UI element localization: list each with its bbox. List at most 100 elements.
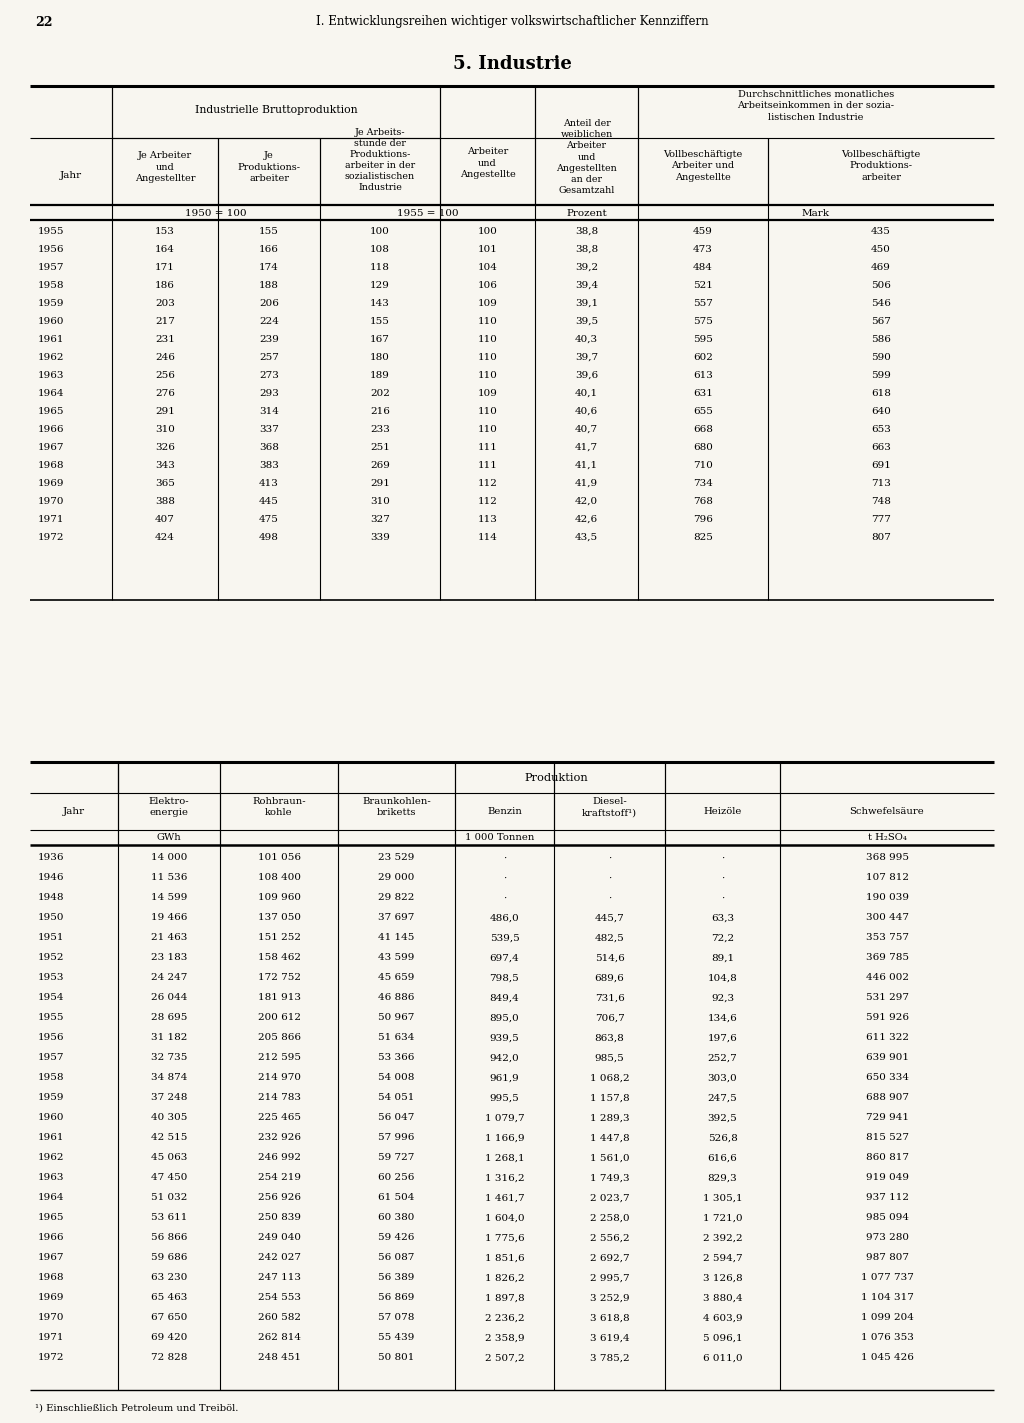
Text: 118: 118 [370,262,390,272]
Text: 110: 110 [477,334,498,343]
Text: 22: 22 [35,16,52,28]
Text: 688 907: 688 907 [865,1093,908,1103]
Text: 60 380: 60 380 [378,1214,415,1222]
Text: 796: 796 [693,515,713,524]
Text: 40 305: 40 305 [151,1114,187,1123]
Text: 2 507,2: 2 507,2 [484,1353,524,1362]
Text: 251: 251 [370,443,390,451]
Text: 937 112: 937 112 [865,1194,908,1202]
Text: 67 650: 67 650 [151,1313,187,1322]
Text: 43,5: 43,5 [574,532,598,542]
Text: 41,1: 41,1 [574,461,598,470]
Text: 72,2: 72,2 [711,933,734,942]
Text: 1948: 1948 [38,894,65,902]
Text: 202: 202 [370,388,390,397]
Text: 291: 291 [155,407,175,416]
Text: 2 692,7: 2 692,7 [590,1254,630,1262]
Text: 1962: 1962 [38,353,65,361]
Text: 343: 343 [155,461,175,470]
Text: 413: 413 [259,478,279,488]
Text: Je
Produktions-
arbeiter: Je Produktions- arbeiter [238,151,300,182]
Text: 863,8: 863,8 [595,1033,625,1043]
Text: 599: 599 [871,370,891,380]
Text: 1968: 1968 [38,1274,65,1282]
Text: 269: 269 [370,461,390,470]
Text: 256: 256 [155,370,175,380]
Text: 107 812: 107 812 [865,874,908,882]
Text: 38,8: 38,8 [574,226,598,235]
Text: Je Arbeiter
und
Angestellter: Je Arbeiter und Angestellter [135,151,196,182]
Text: Jahr: Jahr [60,171,82,179]
Text: 51 032: 51 032 [151,1194,187,1202]
Text: 1967: 1967 [38,1254,65,1262]
Text: 59 727: 59 727 [378,1154,415,1163]
Text: 2 556,2: 2 556,2 [590,1234,630,1242]
Text: Benzin: Benzin [487,807,522,815]
Text: 2 236,2: 2 236,2 [484,1313,524,1322]
Text: 189: 189 [370,370,390,380]
Text: 225 465: 225 465 [257,1114,300,1123]
Text: t H₂SO₄: t H₂SO₄ [867,834,906,842]
Text: 256 926: 256 926 [257,1194,300,1202]
Text: 59 426: 59 426 [378,1234,415,1242]
Text: 104,8: 104,8 [708,973,737,982]
Text: 254 219: 254 219 [257,1174,300,1183]
Text: 653: 653 [871,424,891,434]
Text: 860 817: 860 817 [865,1154,908,1163]
Text: 46 886: 46 886 [378,993,415,1002]
Text: Diesel-
kraftstoff¹): Diesel- kraftstoff¹) [582,797,637,817]
Text: 23 529: 23 529 [378,854,415,862]
Text: Industrielle Bruttoproduktion: Industrielle Bruttoproduktion [195,105,357,115]
Text: 1959: 1959 [38,299,65,307]
Text: 137 050: 137 050 [257,914,300,922]
Text: 254 553: 254 553 [257,1294,300,1302]
Text: 55 439: 55 439 [378,1333,415,1342]
Text: Rohbraun-
kohle: Rohbraun- kohle [252,797,306,817]
Text: 39,6: 39,6 [574,370,598,380]
Text: 616,6: 616,6 [708,1154,737,1163]
Text: 257: 257 [259,353,279,361]
Text: 155: 155 [259,226,279,235]
Text: 1 099 204: 1 099 204 [860,1313,913,1322]
Text: 164: 164 [155,245,175,253]
Text: 368: 368 [259,443,279,451]
Text: 388: 388 [155,497,175,505]
Text: ·: · [608,894,611,902]
Text: 2 594,7: 2 594,7 [702,1254,742,1262]
Text: 56 047: 56 047 [378,1114,415,1123]
Text: 56 389: 56 389 [378,1274,415,1282]
Text: 1970: 1970 [38,497,65,505]
Text: 39,2: 39,2 [574,262,598,272]
Text: 1972: 1972 [38,532,65,542]
Text: 212 595: 212 595 [257,1053,300,1063]
Text: 4 603,9: 4 603,9 [702,1313,742,1322]
Text: 1958: 1958 [38,1073,65,1083]
Text: 151 252: 151 252 [257,933,300,942]
Text: 104: 104 [477,262,498,272]
Text: 111: 111 [477,461,498,470]
Text: 1962: 1962 [38,1154,65,1163]
Text: 1953: 1953 [38,973,65,982]
Text: 1 157,8: 1 157,8 [590,1093,630,1103]
Text: 42,6: 42,6 [574,515,598,524]
Text: 1 561,0: 1 561,0 [590,1154,630,1163]
Text: 327: 327 [370,515,390,524]
Text: ·: · [503,894,506,902]
Text: Prozent: Prozent [566,209,607,218]
Text: 45 063: 45 063 [151,1154,187,1163]
Text: 1 775,6: 1 775,6 [484,1234,524,1242]
Text: 697,4: 697,4 [489,953,519,962]
Text: 166: 166 [259,245,279,253]
Text: ·: · [721,894,724,902]
Text: 38,8: 38,8 [574,245,598,253]
Text: 2 995,7: 2 995,7 [590,1274,630,1282]
Text: 807: 807 [871,532,891,542]
Text: 29 822: 29 822 [378,894,415,902]
Text: 63 230: 63 230 [151,1274,187,1282]
Text: 326: 326 [155,443,175,451]
Text: 180: 180 [370,353,390,361]
Text: 987 807: 987 807 [865,1254,908,1262]
Text: 19 466: 19 466 [151,914,187,922]
Text: 1 749,3: 1 749,3 [590,1174,630,1183]
Text: 41 145: 41 145 [378,933,415,942]
